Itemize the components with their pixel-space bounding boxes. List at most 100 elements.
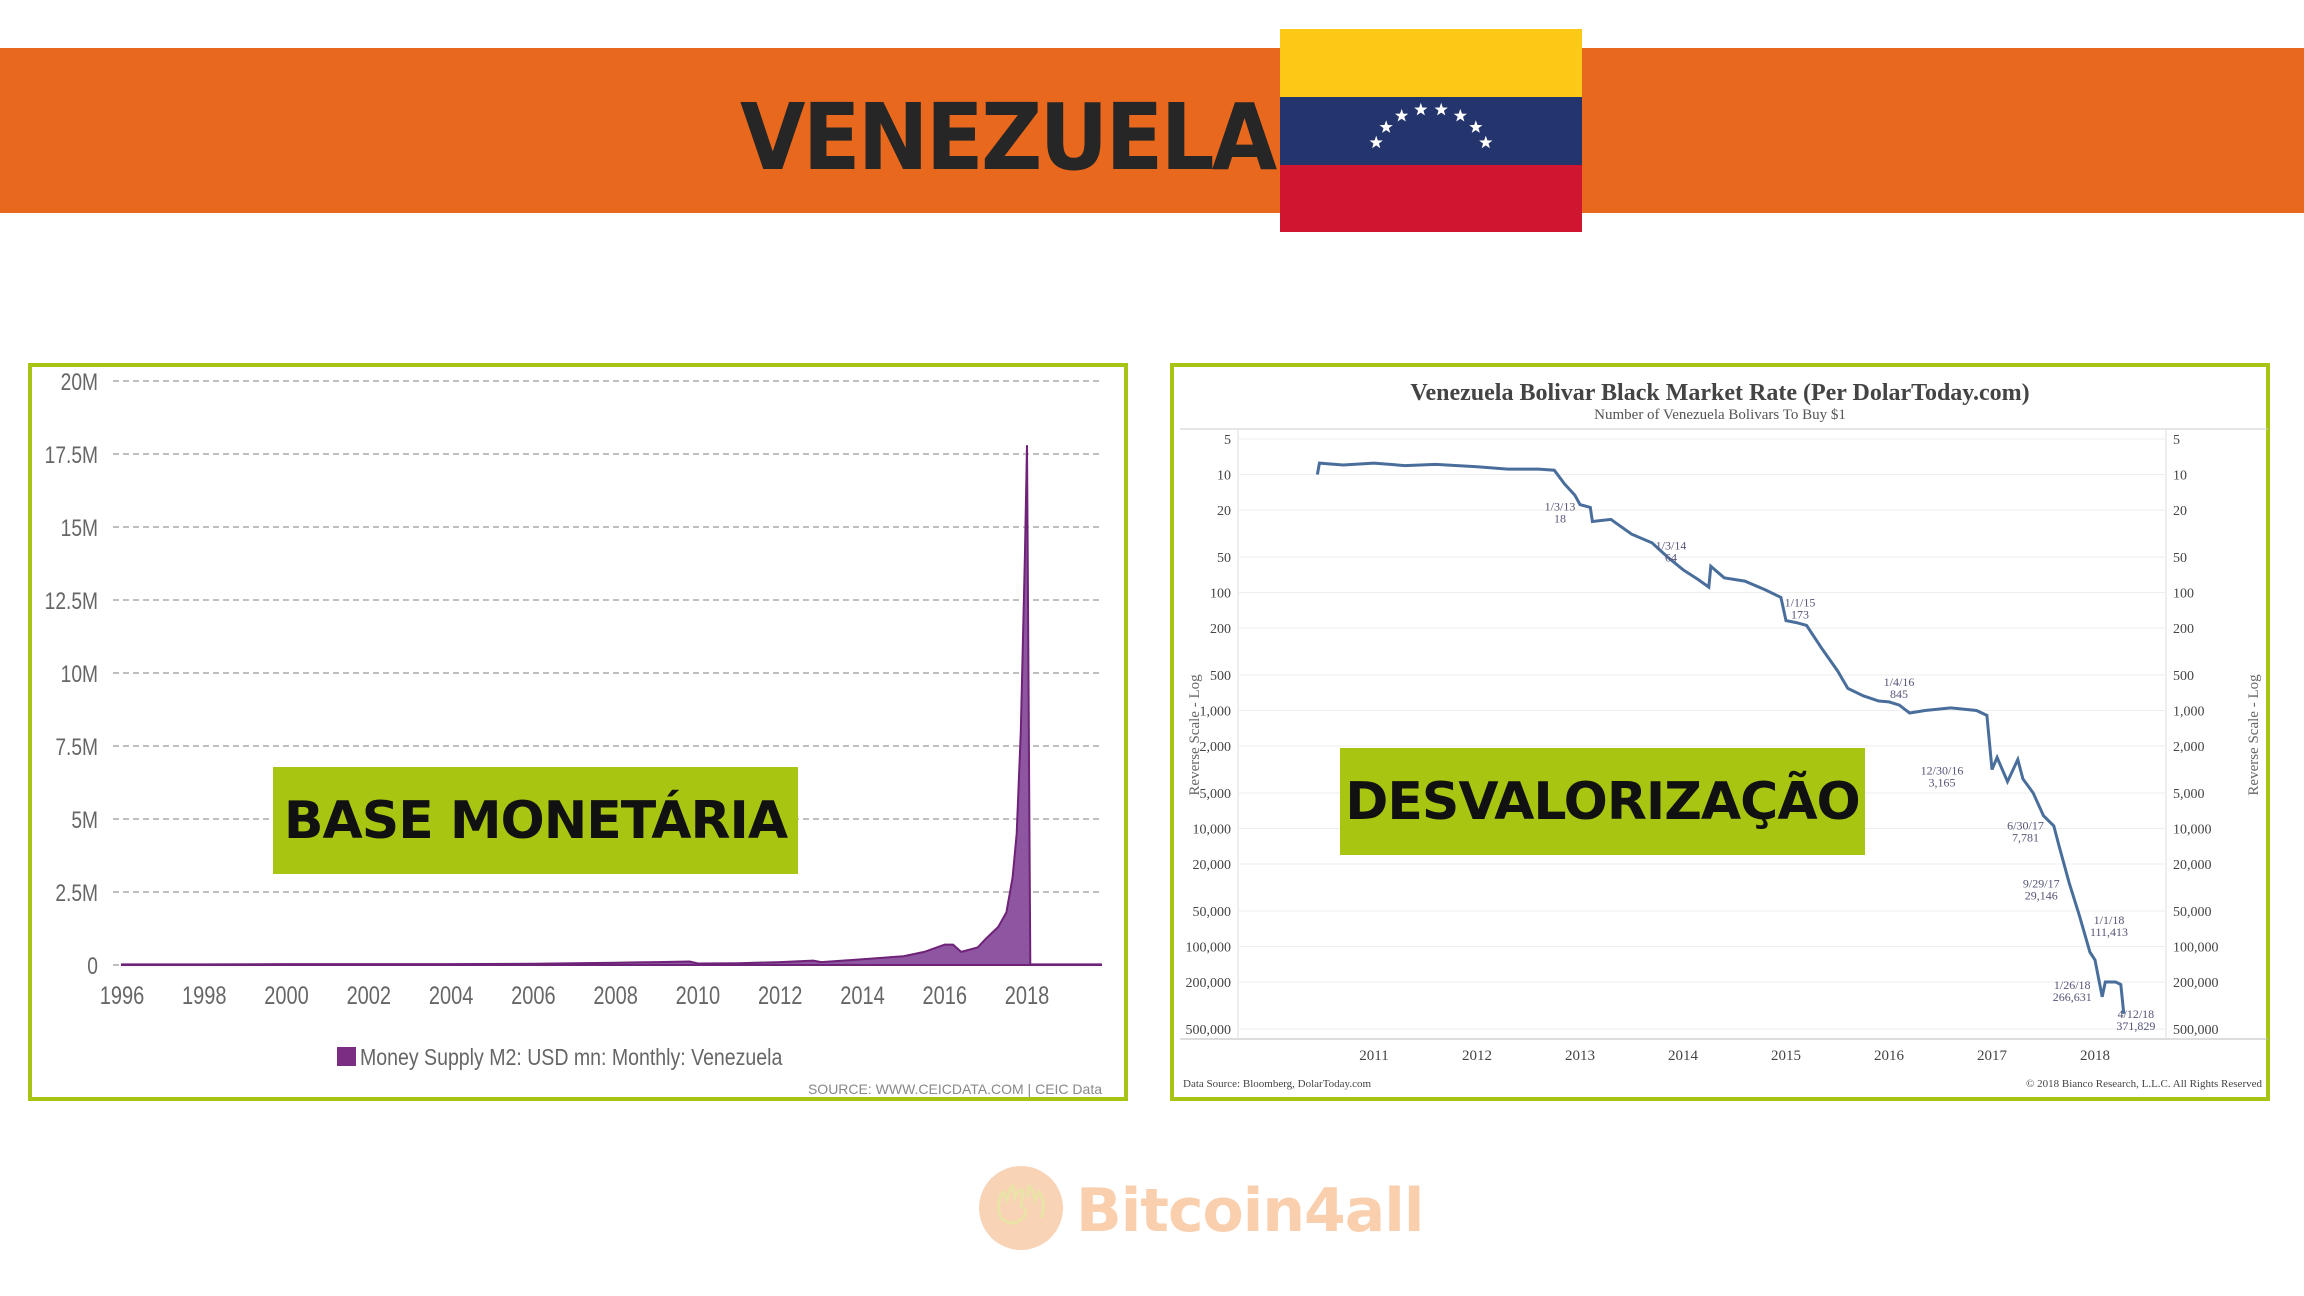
y-tick-label-left: 1,000 bbox=[1200, 705, 1232, 720]
x-tick-label: 2017 bbox=[1977, 1048, 2008, 1064]
star-icon bbox=[1479, 135, 1493, 149]
y-tick-label-right: 50 bbox=[2173, 551, 2187, 566]
x-tick-label: 1998 bbox=[182, 982, 226, 1010]
y-tick-label-left: 10 bbox=[1217, 469, 1231, 484]
x-tick-label: 2016 bbox=[922, 982, 966, 1010]
right-chart-copyright: © 2018 Bianco Research, L.L.C. All Right… bbox=[2026, 1078, 2262, 1090]
logo-text: Bitcoin4all bbox=[1076, 1176, 1424, 1246]
y-tick-label: 0 bbox=[87, 952, 98, 980]
x-tick-label: 2018 bbox=[1005, 982, 1049, 1010]
star-icon bbox=[1379, 120, 1393, 133]
annotation-value: 845 bbox=[1890, 687, 1908, 701]
star-icon bbox=[1395, 108, 1409, 122]
y-tick-label-left: 500,000 bbox=[1186, 1023, 1232, 1038]
y-tick-label-left: 10,000 bbox=[1193, 823, 1232, 838]
annotation-value: 371,829 bbox=[2116, 1019, 2155, 1033]
y-tick-label: 20M bbox=[61, 368, 98, 396]
x-tick-label: 2016 bbox=[1874, 1048, 1905, 1064]
right-y-axis-title-right: Reverse Scale - Log bbox=[2246, 674, 2262, 796]
star-icon bbox=[1453, 108, 1467, 122]
y-tick-label-right: 5 bbox=[2173, 433, 2180, 448]
desvalorizacao-label: DESVALORIZAÇÃO bbox=[1340, 748, 1865, 855]
annotation-value: 3,165 bbox=[1929, 776, 1956, 790]
m2-area bbox=[121, 445, 1103, 966]
right-y-axis-title-left: Reverse Scale - Log bbox=[1187, 674, 1203, 796]
y-tick-label-right: 100,000 bbox=[2173, 941, 2219, 956]
exchange-rate-panel bbox=[1170, 363, 2270, 1101]
y-tick-label-right: 1,000 bbox=[2173, 705, 2205, 720]
annotation-value: 18 bbox=[1554, 512, 1566, 526]
y-tick-label-right: 200,000 bbox=[2173, 976, 2219, 991]
y-tick-label-left: 20 bbox=[1217, 504, 1231, 519]
y-tick-label-left: 500 bbox=[1210, 669, 1231, 684]
annotation-date: 1/1/18 bbox=[2094, 913, 2125, 927]
annotation-value: 29,146 bbox=[2025, 888, 2058, 902]
hands-icon bbox=[979, 1166, 1063, 1250]
x-tick-label: 2012 bbox=[758, 982, 802, 1010]
exchange-rate-line bbox=[1315, 461, 2126, 1014]
x-tick-label: 2014 bbox=[840, 982, 884, 1010]
y-tick-label-right: 5,000 bbox=[2173, 787, 2205, 802]
star-icon bbox=[1434, 102, 1448, 116]
x-tick-label: 2013 bbox=[1565, 1048, 1595, 1064]
annotation-value: 266,631 bbox=[2053, 990, 2092, 1004]
y-tick-label-right: 20,000 bbox=[2173, 858, 2212, 873]
x-tick-label: 2012 bbox=[1462, 1048, 1492, 1064]
star-icon bbox=[1369, 135, 1383, 149]
flag-blue-stripe bbox=[1280, 96, 1582, 165]
y-tick-label-right: 100 bbox=[2173, 587, 2194, 602]
flag-yellow-stripe bbox=[1280, 29, 1582, 97]
y-tick-label: 15M bbox=[61, 514, 98, 542]
x-tick-label: 2004 bbox=[429, 982, 473, 1010]
annotation-date: 1/3/13 bbox=[1545, 500, 1576, 514]
y-tick-label-left: 100 bbox=[1210, 587, 1231, 602]
money-supply-panel bbox=[28, 363, 1128, 1101]
y-tick-label-left: 5 bbox=[1224, 433, 1231, 448]
y-tick-label-left: 200 bbox=[1210, 622, 1231, 637]
star-icon bbox=[1469, 120, 1483, 133]
annotation-date: 1/4/16 bbox=[1884, 675, 1915, 689]
header-band bbox=[0, 48, 2304, 213]
x-tick-label: 2006 bbox=[511, 982, 555, 1010]
annotation-value: 111,413 bbox=[2090, 925, 2128, 939]
flag-stars-icon bbox=[1369, 102, 1493, 149]
legend-swatch bbox=[337, 1047, 356, 1066]
annotation-value: 173 bbox=[1791, 608, 1809, 622]
star-icon bbox=[1414, 102, 1428, 116]
annotation-date: 4/12/18 bbox=[2118, 1007, 2155, 1021]
x-tick-label: 2002 bbox=[347, 982, 391, 1010]
venezuela-flag bbox=[1280, 29, 1582, 233]
annotation-date: 1/26/18 bbox=[2054, 978, 2091, 992]
x-tick-label: 2014 bbox=[1668, 1048, 1699, 1064]
annotation-value: 7,781 bbox=[2012, 831, 2039, 845]
y-tick-label-right: 20 bbox=[2173, 504, 2187, 519]
y-tick-label-right: 500 bbox=[2173, 669, 2194, 684]
y-tick-label-left: 100,000 bbox=[1186, 941, 1232, 956]
base-monetaria-label: BASE MONETÁRIA bbox=[273, 767, 798, 874]
y-tick-label-right: 10 bbox=[2173, 469, 2187, 484]
x-tick-label: 2018 bbox=[2080, 1048, 2110, 1064]
y-tick-label-right: 200 bbox=[2173, 622, 2194, 637]
x-tick-label: 2010 bbox=[676, 982, 720, 1010]
y-tick-label-right: 10,000 bbox=[2173, 823, 2212, 838]
y-tick-label: 17.5M bbox=[45, 441, 98, 469]
left-chart-source: SOURCE: WWW.CEICDATA.COM | CEIC Data bbox=[808, 1081, 1102, 1097]
y-tick-label: 5M bbox=[71, 806, 98, 834]
annotation-date: 12/30/16 bbox=[1921, 764, 1964, 778]
x-tick-label: 1996 bbox=[100, 982, 144, 1010]
y-tick-label: 7.5M bbox=[55, 733, 98, 761]
annotation-date: 9/29/17 bbox=[2023, 876, 2060, 890]
y-tick-label-left: 200,000 bbox=[1186, 976, 1232, 991]
annotation-date: 1/1/15 bbox=[1785, 596, 1816, 610]
y-tick-label-right: 500,000 bbox=[2173, 1023, 2219, 1038]
y-tick-label: 10M bbox=[61, 660, 98, 688]
y-tick-label-left: 20,000 bbox=[1193, 858, 1232, 873]
annotation-date: 1/3/14 bbox=[1656, 539, 1687, 553]
page-title: VENEZUELA bbox=[740, 84, 1277, 191]
y-tick-label-left: 50,000 bbox=[1193, 905, 1232, 920]
annotation-value: 64 bbox=[1665, 551, 1677, 565]
right-chart-source: Data Source: Bloomberg, DolarToday.com bbox=[1183, 1078, 1371, 1090]
y-tick-label: 2.5M bbox=[55, 879, 98, 907]
right-chart-subtitle: Number of Venezuela Bolivars To Buy $1 bbox=[1594, 407, 1846, 423]
